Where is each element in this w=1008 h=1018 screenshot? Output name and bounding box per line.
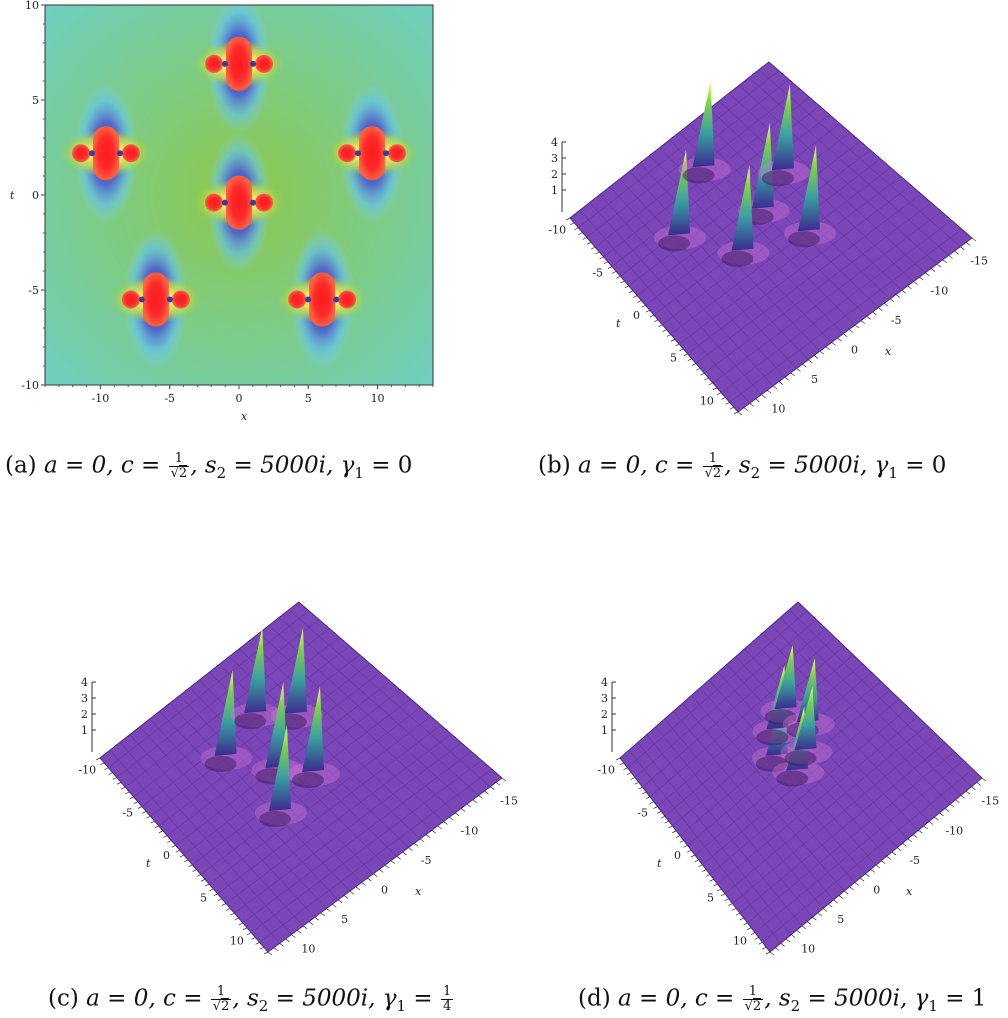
x-tick-label: -15 bbox=[981, 795, 999, 808]
x-tick-label: 10 bbox=[801, 943, 815, 956]
soliton-peak bbox=[771, 84, 794, 171]
x-tick-label: 5 bbox=[341, 913, 348, 926]
t-tick-label: -5 bbox=[637, 806, 648, 819]
density-peak bbox=[193, 132, 285, 273]
x-tick-label: -10 bbox=[931, 284, 949, 297]
t-axis-label: t bbox=[146, 857, 151, 870]
x-axis-label: x bbox=[906, 885, 913, 898]
z-tick-label: 4 bbox=[81, 676, 88, 689]
soliton-peak bbox=[214, 669, 237, 756]
x-tick-label: -5 bbox=[164, 392, 175, 405]
z-tick-label: 1 bbox=[601, 724, 608, 737]
z-tick-label: 2 bbox=[601, 708, 608, 721]
t-axis-label: t bbox=[616, 317, 621, 330]
x-tick-label: -5 bbox=[421, 854, 432, 867]
t-tick-label: 10 bbox=[700, 394, 714, 407]
x-tick-label: -10 bbox=[461, 824, 479, 837]
density-plot-a: -10 -5 0 5 10 10 5 0 -5 -10 x t bbox=[10, 0, 434, 423]
z-tick-label: 4 bbox=[551, 136, 558, 149]
x-axis-label: x bbox=[415, 885, 422, 898]
t-tick-label: 0 bbox=[633, 309, 640, 322]
y-tick-label: -5 bbox=[28, 284, 39, 297]
t-axis-label: t bbox=[657, 857, 662, 870]
x-tick-label: -15 bbox=[970, 255, 988, 268]
x-tick-label: -15 bbox=[500, 795, 518, 808]
z-tick-label: 3 bbox=[81, 692, 88, 705]
t-tick-label: -5 bbox=[122, 806, 133, 819]
z-tick-label: 2 bbox=[81, 708, 88, 721]
y-tick-label: 10 bbox=[25, 0, 39, 12]
y-axis-label-a: t bbox=[10, 189, 15, 202]
t-tick-label: -10 bbox=[78, 764, 96, 777]
soliton-peak bbox=[692, 81, 715, 168]
t-tick-label: -10 bbox=[548, 224, 566, 237]
x-tick-label: 0 bbox=[873, 883, 880, 896]
z-tick-label: 3 bbox=[601, 692, 608, 705]
z-tick-label: 1 bbox=[81, 724, 88, 737]
x-tick-label: -5 bbox=[909, 854, 920, 867]
soliton-peak bbox=[751, 122, 774, 209]
x-tick-label: 5 bbox=[811, 373, 818, 386]
t-tick-label: 10 bbox=[733, 934, 747, 947]
t-tick-label: 5 bbox=[200, 892, 207, 905]
z-tick-label: 4 bbox=[601, 676, 608, 689]
x-tick-label: 0 bbox=[381, 883, 388, 896]
x-axis-label-a: x bbox=[241, 410, 248, 423]
x-tick-label: 10 bbox=[771, 403, 785, 416]
density-peaks bbox=[59, 5, 419, 370]
t-tick-label: 5 bbox=[670, 352, 677, 365]
t-tick-label: -5 bbox=[592, 266, 603, 279]
z-tick-label: 1 bbox=[551, 184, 558, 197]
z-tick-label: 2 bbox=[551, 168, 558, 181]
soliton-peak bbox=[265, 682, 288, 769]
caption-a: (a) a = 0, c = 1 √2, s2 = 5000i, γ1 = 0 bbox=[5, 451, 413, 483]
caption-b: (b) a = 0, c = 1 √2, s2 = 5000i, γ1 = 0 bbox=[538, 451, 947, 483]
soliton-peak bbox=[301, 686, 324, 773]
caption-d: (d) a = 0, c = 1 √2, s2 = 5000i, γ1 = 1 bbox=[578, 984, 987, 1016]
soliton-peak bbox=[731, 164, 754, 251]
density-peak bbox=[276, 229, 369, 370]
t-tick-label: 0 bbox=[163, 849, 170, 862]
surface-plot-d: 4 3 2 1 -10 -5 0 5 10 t 10 5 0 -5 -10 -15 x bbox=[597, 601, 999, 956]
density-peak bbox=[326, 83, 419, 224]
density-peak bbox=[109, 229, 202, 370]
x-tick-label: -10 bbox=[945, 824, 963, 837]
t-tick-label: 0 bbox=[674, 849, 681, 862]
t-tick-label: -10 bbox=[597, 764, 615, 777]
soliton-peak bbox=[244, 627, 267, 714]
x-tick-label: 10 bbox=[371, 392, 385, 405]
axis-ticks-a: -10 -5 0 5 10 10 5 0 -5 -10 bbox=[21, 0, 434, 405]
density-peak bbox=[193, 5, 285, 134]
x-tick-label: 0 bbox=[236, 392, 243, 405]
density-peak bbox=[59, 83, 152, 224]
surface-plot-c: 4 3 2 1 -10 -5 0 5 10 t 10 5 0 -5 -10 -15 x bbox=[78, 601, 518, 956]
y-tick-label: -10 bbox=[21, 379, 39, 392]
soliton-peak bbox=[668, 149, 691, 236]
surface-plot-b: 4 3 2 1 -10 -5 0 5 10 t 10 5 0 -5 -10 -15 x bbox=[548, 61, 988, 416]
x-tick-label: 5 bbox=[837, 913, 844, 926]
x-tick-label: 5 bbox=[305, 392, 312, 405]
x-axis-label: x bbox=[885, 345, 892, 358]
y-tick-label: 0 bbox=[32, 189, 39, 202]
soliton-peak bbox=[284, 627, 307, 714]
t-tick-label: 10 bbox=[230, 934, 244, 947]
soliton-peak bbox=[794, 686, 817, 751]
t-tick-label: 5 bbox=[707, 892, 714, 905]
z-tick-label: 3 bbox=[551, 152, 558, 165]
x-tick-label: 10 bbox=[301, 943, 315, 956]
x-tick-label: -10 bbox=[92, 392, 110, 405]
soliton-peak bbox=[797, 145, 820, 232]
x-tick-label: -5 bbox=[891, 314, 902, 327]
soliton-peak bbox=[774, 645, 797, 710]
soliton-peak bbox=[268, 725, 291, 811]
x-tick-label: 0 bbox=[851, 343, 858, 356]
y-tick-label: 5 bbox=[32, 94, 39, 107]
